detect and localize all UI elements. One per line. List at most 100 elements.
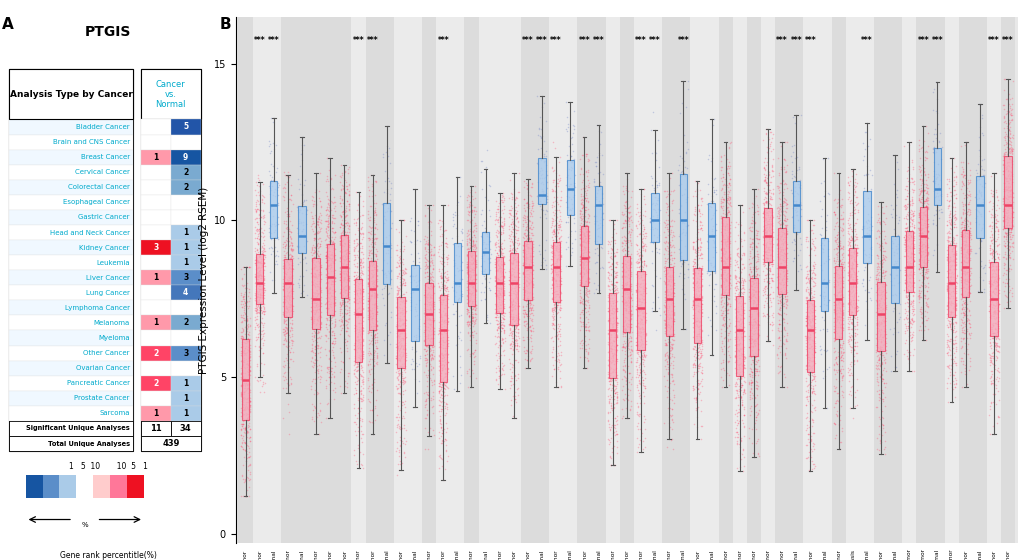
Point — [537, 189, 553, 198]
Point — [416, 308, 432, 317]
Point — [424, 276, 440, 285]
Point — [759, 153, 775, 162]
Point — [459, 241, 475, 250]
Point — [746, 352, 762, 361]
Point — [324, 211, 340, 220]
Point — [899, 250, 915, 259]
Point — [551, 324, 568, 333]
Point — [731, 440, 747, 449]
Point — [417, 262, 433, 270]
Point — [832, 356, 848, 365]
Point — [238, 395, 255, 404]
Point — [431, 414, 447, 423]
Point — [844, 260, 860, 269]
Point — [551, 251, 568, 260]
Point — [623, 294, 639, 303]
Point — [623, 305, 639, 314]
Point — [984, 253, 1001, 262]
Point — [884, 180, 901, 189]
Point — [744, 253, 760, 262]
Point — [365, 278, 381, 287]
Point — [573, 344, 589, 353]
Point — [904, 301, 920, 310]
Point — [270, 212, 286, 221]
Point — [728, 368, 744, 377]
Point — [275, 336, 291, 345]
Point — [899, 314, 915, 323]
Point — [783, 157, 799, 166]
Point — [747, 306, 763, 315]
Point — [685, 386, 701, 395]
Point — [777, 204, 794, 213]
Point — [254, 258, 270, 267]
Point — [350, 279, 366, 288]
Point — [501, 208, 518, 217]
Point — [655, 266, 672, 275]
Point — [432, 272, 448, 281]
Point — [982, 344, 999, 353]
Point — [364, 266, 380, 275]
Point — [664, 316, 681, 325]
Point — [943, 247, 959, 256]
Point — [685, 244, 701, 253]
Point — [690, 206, 706, 215]
Point — [718, 180, 735, 189]
Point — [521, 216, 537, 225]
Point — [237, 394, 254, 403]
Point — [948, 319, 964, 328]
Point — [946, 311, 962, 320]
Point — [306, 312, 322, 321]
Point — [500, 287, 517, 296]
Point — [478, 243, 494, 252]
Point — [960, 200, 976, 209]
Point — [360, 310, 376, 319]
Point — [730, 317, 746, 326]
Point — [578, 282, 594, 291]
Point — [1000, 126, 1016, 135]
Point — [487, 339, 503, 348]
Point — [337, 316, 354, 325]
Point — [742, 297, 758, 306]
Point — [902, 174, 918, 183]
Point — [957, 369, 973, 378]
Point — [520, 294, 536, 303]
Point — [247, 290, 263, 299]
Point — [775, 162, 792, 171]
Point — [318, 222, 334, 231]
Point — [631, 214, 647, 223]
Point — [731, 315, 747, 324]
Point — [761, 177, 777, 186]
Point — [972, 287, 988, 296]
Point — [304, 245, 320, 254]
Point — [912, 236, 928, 245]
Point — [577, 205, 593, 214]
Point — [249, 276, 265, 285]
Point — [749, 329, 765, 338]
Point — [580, 323, 596, 332]
Point — [826, 397, 843, 406]
Point — [573, 164, 589, 173]
Point — [901, 319, 917, 328]
Point — [798, 277, 814, 286]
Point — [715, 256, 732, 265]
Point — [599, 373, 615, 382]
Point — [304, 255, 320, 264]
Point — [690, 235, 706, 244]
Point — [270, 180, 286, 189]
Point — [954, 249, 970, 258]
Point — [516, 218, 532, 227]
Point — [521, 222, 537, 231]
Point — [308, 340, 324, 349]
Point — [318, 264, 334, 273]
Point — [886, 324, 902, 333]
Point — [944, 347, 960, 356]
Point — [242, 437, 258, 446]
Point — [280, 305, 297, 314]
Point — [713, 253, 730, 262]
Point — [461, 208, 477, 217]
Text: Colorectal Cancer: Colorectal Cancer — [67, 184, 129, 190]
Point — [845, 184, 861, 193]
Point — [605, 287, 622, 296]
Bar — [170, 300, 201, 315]
Point — [423, 306, 439, 315]
